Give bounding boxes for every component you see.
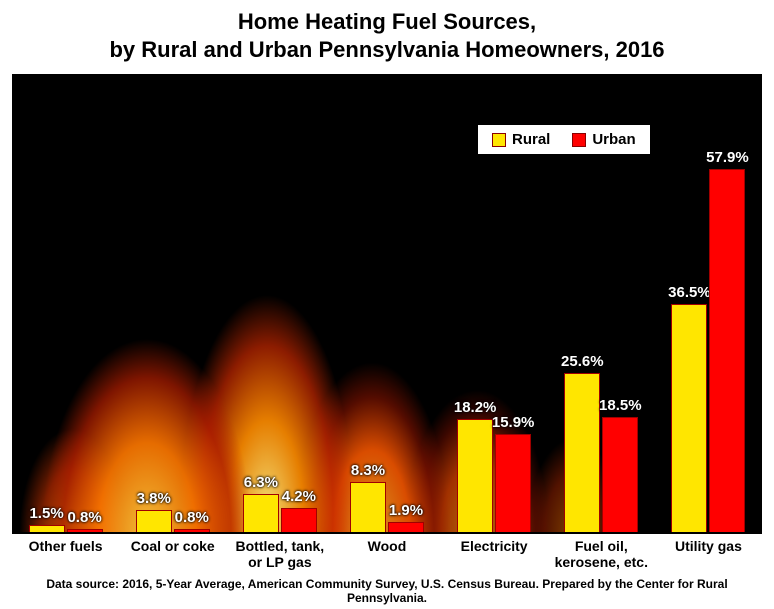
chart-area: 1.5%0.8%3.8%0.8%6.3%4.2%8.3%1.9%18.2%15.…	[12, 74, 762, 534]
chart-title: Home Heating Fuel Sources, by Rural and …	[0, 0, 774, 69]
legend: Rural Urban	[477, 124, 651, 155]
bar-value-label: 8.3%	[351, 462, 385, 479]
legend-label: Rural	[512, 131, 550, 148]
x-axis-label: Bottled, tank,or LP gas	[226, 538, 333, 570]
urban-bar: 18.5%	[602, 417, 638, 534]
legend-item: Rural	[492, 131, 550, 148]
bar-value-label: 4.2%	[282, 488, 316, 505]
urban-bar: 57.9%	[709, 169, 745, 534]
data-source-footnote: Data source: 2016, 5-Year Average, Ameri…	[14, 577, 760, 605]
bar-value-label: 0.8%	[67, 509, 101, 526]
rural-bar: 36.5%	[671, 304, 707, 534]
legend-item: Urban	[572, 131, 635, 148]
bar-group: 18.2%15.9%	[457, 419, 531, 534]
bar-group: 3.8%0.8%	[136, 510, 210, 534]
bar-value-label: 18.2%	[454, 399, 497, 416]
title-line-1: Home Heating Fuel Sources,	[10, 8, 764, 36]
bar-group: 36.5%57.9%	[671, 169, 745, 534]
bar-value-label: 36.5%	[668, 284, 711, 301]
bar-value-label: 15.9%	[492, 414, 535, 431]
x-axis-label: Electricity	[441, 538, 548, 554]
urban-bar: 4.2%	[281, 508, 317, 534]
title-line-2: by Rural and Urban Pennsylvania Homeowne…	[10, 36, 764, 64]
rural-bar: 8.3%	[350, 482, 386, 534]
bar-value-label: 6.3%	[244, 474, 278, 491]
bar-value-label: 0.8%	[175, 509, 209, 526]
bar-value-label: 25.6%	[561, 353, 604, 370]
x-axis-label: Wood	[333, 538, 440, 554]
bar-value-label: 3.8%	[137, 490, 171, 507]
bar-value-label: 18.5%	[599, 397, 642, 414]
x-axis-label: Fuel oil,kerosene, etc.	[548, 538, 655, 570]
legend-swatch	[492, 133, 506, 147]
rural-bar: 25.6%	[564, 373, 600, 534]
bar-value-label: 57.9%	[706, 149, 749, 166]
legend-label: Urban	[592, 131, 635, 148]
rural-bar: 18.2%	[457, 419, 493, 534]
bar-group: 8.3%1.9%	[350, 482, 424, 534]
legend-swatch	[572, 133, 586, 147]
bar-value-label: 1.5%	[29, 505, 63, 522]
x-axis-label: Other fuels	[12, 538, 119, 554]
bar-value-label: 1.9%	[389, 502, 423, 519]
rural-bar: 6.3%	[243, 494, 279, 534]
bar-group: 6.3%4.2%	[243, 494, 317, 534]
urban-bar: 15.9%	[495, 434, 531, 534]
rural-bar: 3.8%	[136, 510, 172, 534]
x-axis-label: Coal or coke	[119, 538, 226, 554]
bar-group: 25.6%18.5%	[564, 373, 638, 534]
x-axis-label: Utility gas	[655, 538, 762, 554]
